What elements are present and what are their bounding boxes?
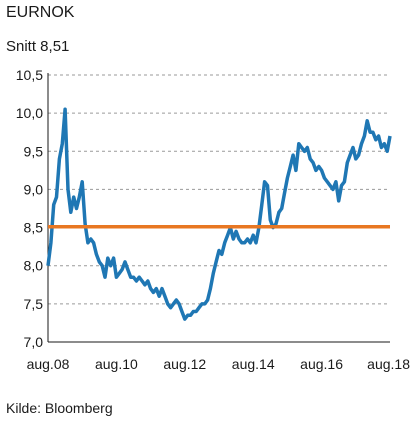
chart-subtitle: Snitt 8,51 <box>6 38 70 55</box>
x-axis-tick-labels: aug.08 aug.10 aug.12 aug.14 aug.16 aug.18 <box>27 356 411 372</box>
x-tick-label: aug.12 <box>163 356 206 372</box>
x-tick-label: aug.08 <box>27 356 70 372</box>
y-tick-label: 10,0 <box>16 105 43 121</box>
y-axis-tick-labels: 10,5 10,0 9,5 9,0 8,5 8,0 7,5 7,0 <box>16 67 43 350</box>
x-tick-label: aug.14 <box>232 356 275 372</box>
y-tick-label: 9,0 <box>24 181 44 197</box>
y-tick-label: 9,5 <box>24 143 44 159</box>
x-tick-label: aug.10 <box>95 356 138 372</box>
source-note: Kilde: Bloomberg <box>6 400 113 416</box>
x-tick-label: aug.16 <box>300 356 343 372</box>
y-tick-label: 7,5 <box>24 296 44 312</box>
y-tick-label: 8,5 <box>24 220 44 236</box>
x-tick-label: aug.18 <box>367 356 410 372</box>
y-tick-label: 7,0 <box>24 334 44 350</box>
y-tick-label: 8,0 <box>24 258 44 274</box>
chart-title: EURNOK <box>6 4 75 21</box>
y-tick-label: 10,5 <box>16 67 43 83</box>
series-line-eurnok <box>46 107 392 321</box>
